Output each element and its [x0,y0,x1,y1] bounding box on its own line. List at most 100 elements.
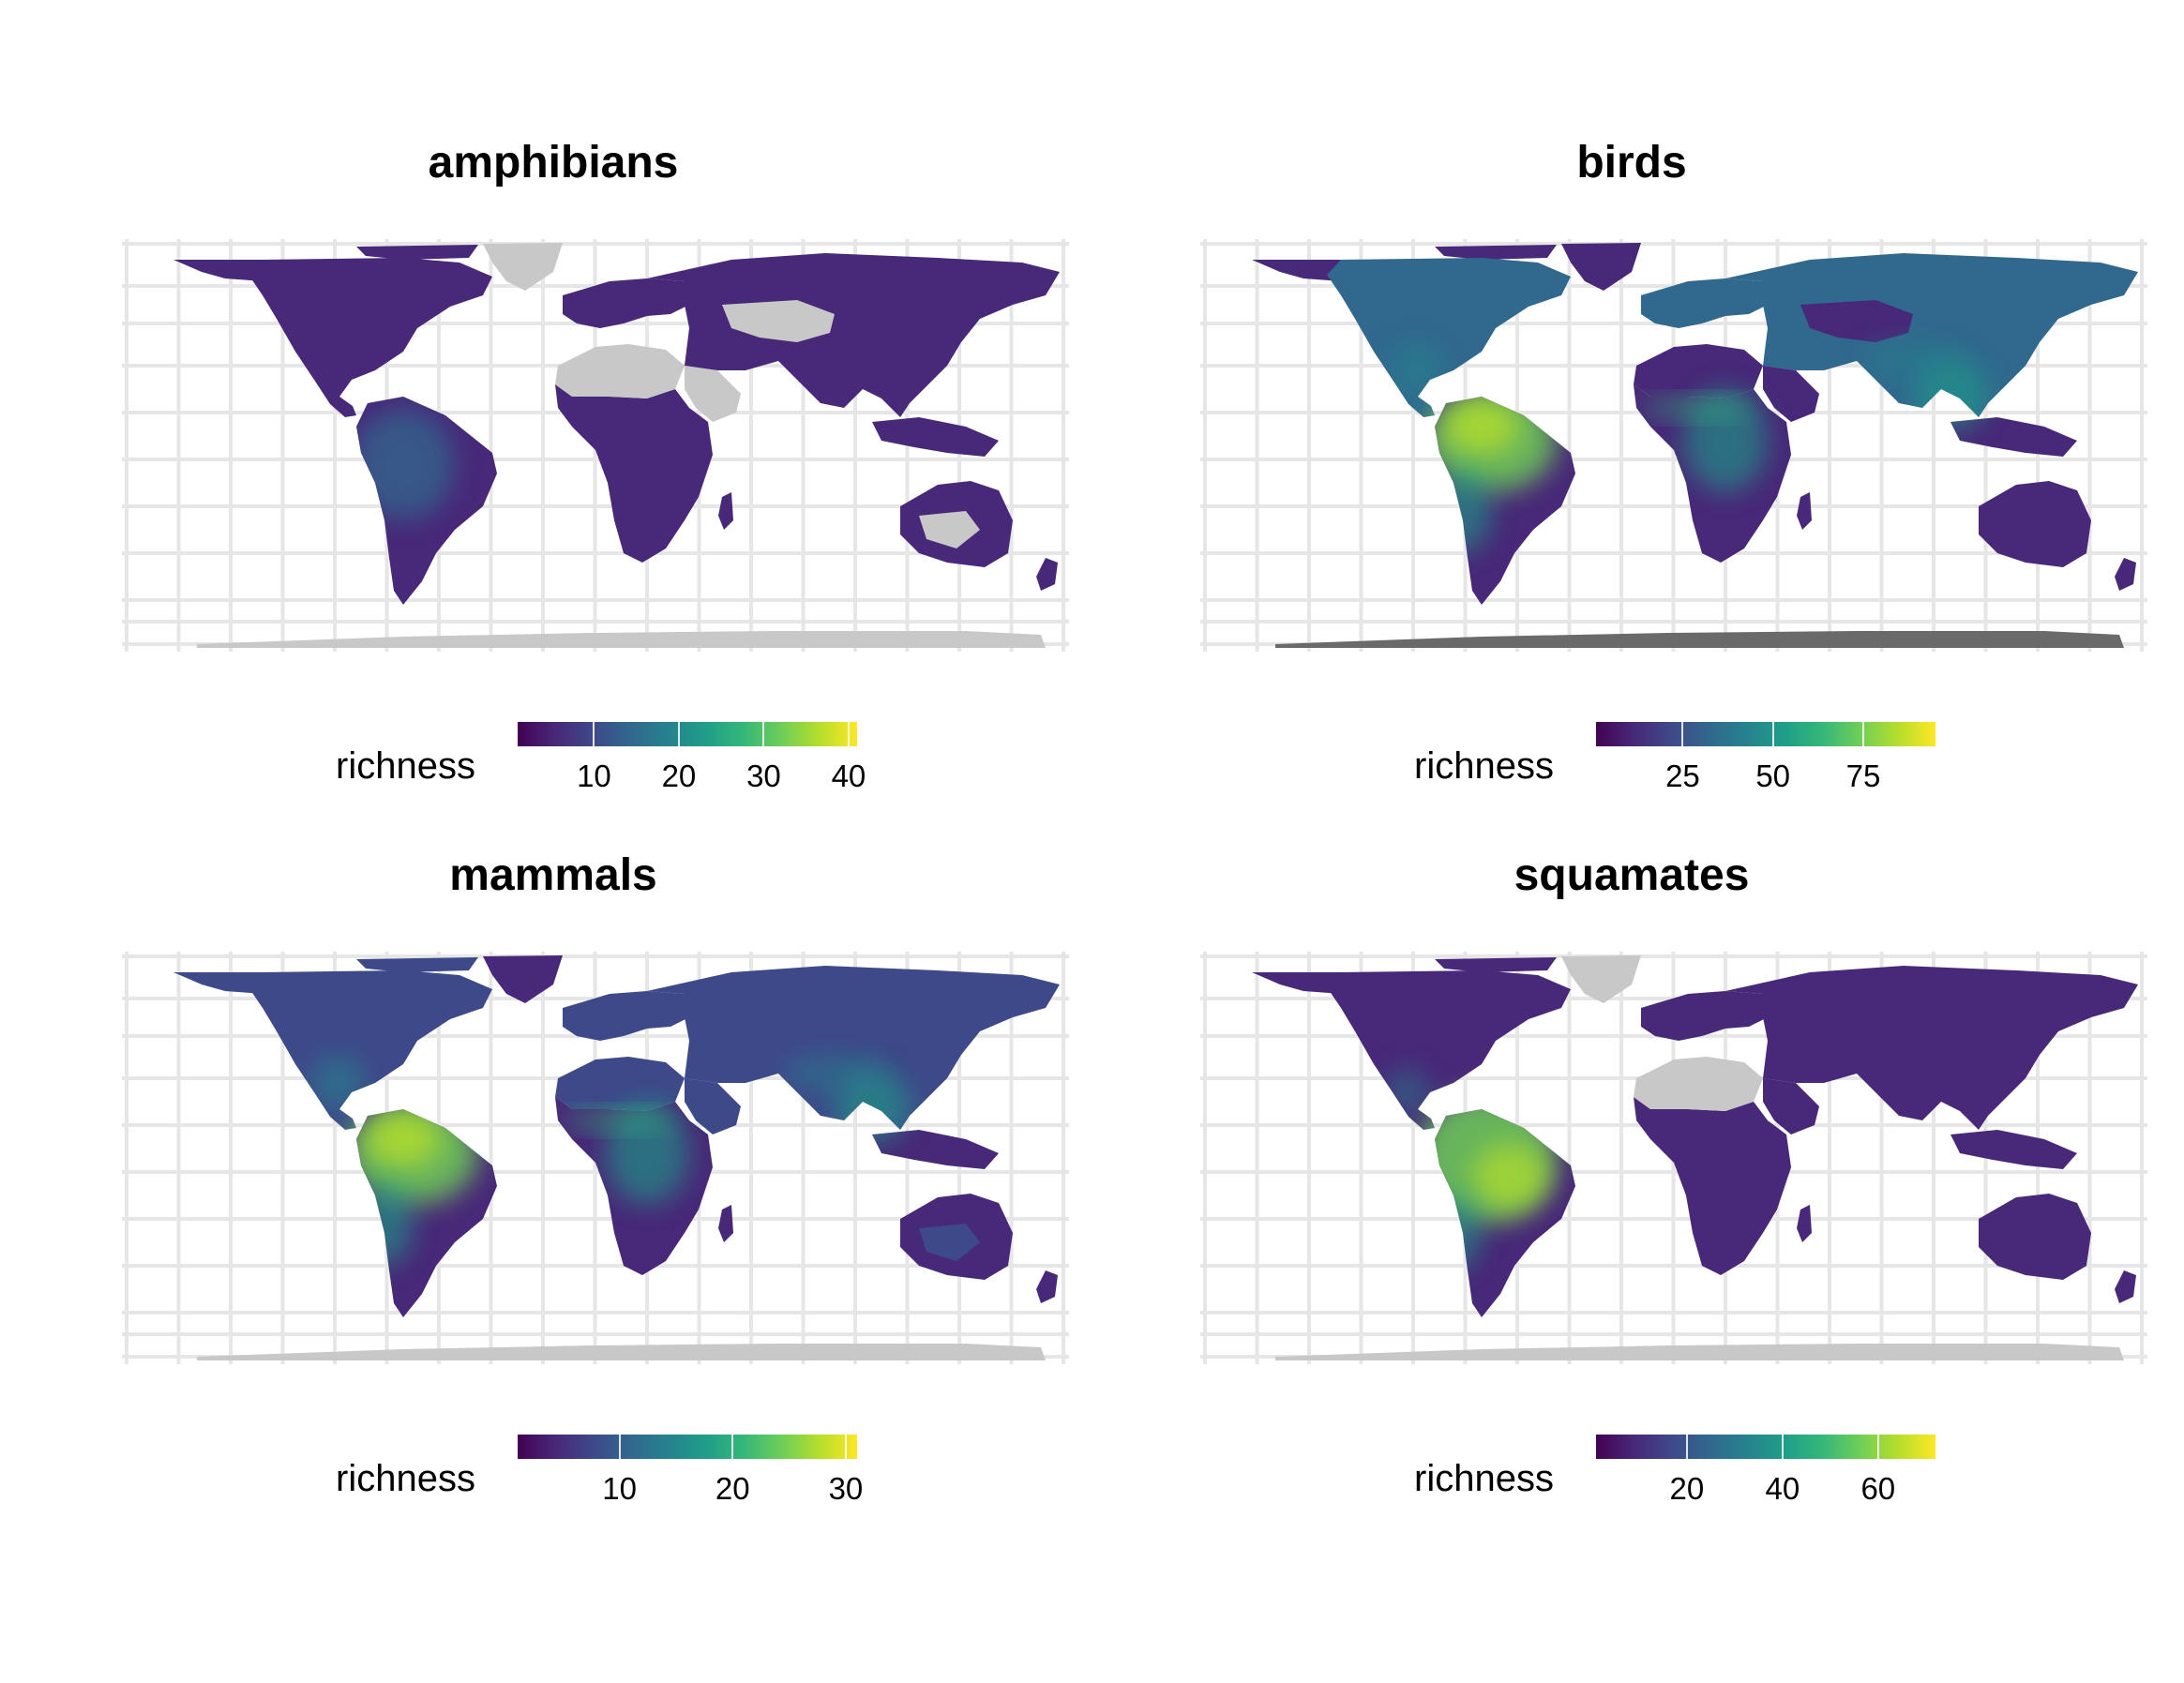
legend-colorbar [518,722,857,746]
legend-tick-mark [1681,722,1684,746]
asia-region [647,253,1060,417]
central-asia-region [1800,1013,1913,1055]
hotspot [1435,469,1491,553]
hotspot [309,1055,366,1111]
antarctica-region [197,631,1046,648]
panel-title: mammals [449,850,657,900]
greenland-region [1561,243,1641,291]
north-africa-region [1634,1057,1763,1111]
legend-tick-label: 20 [715,1471,750,1506]
europe-region [1641,278,1768,328]
color-legend: richness 25 50 75 [1116,722,2147,806]
panel-title: squamates [1514,850,1750,900]
legend-tick-label: 30 [746,759,781,793]
legend-title: richness [1414,745,1554,787]
greenland-region [483,243,563,291]
legend-tick-mark [593,722,595,746]
new-zealand-region [2115,1270,2136,1303]
north-africa-region [555,344,685,398]
land-layer [173,955,1060,1360]
hotspot [563,1111,675,1130]
europe-region [563,278,689,328]
land-layer [1252,955,2138,1360]
legend-tick-label: 50 [1755,759,1791,793]
asia-region [1725,966,2138,1130]
richness-hotspots [1388,342,1988,553]
arctic-islands-region [1435,957,1557,972]
legend-tick-label: 60 [1860,1471,1896,1506]
se-asia-islands-region [872,417,999,457]
madagascar-region [1797,1205,1812,1242]
antarctica-region [1275,631,2124,648]
madagascar-region [718,1205,733,1242]
north-america-region [249,258,492,417]
legend-title: richness [1414,1458,1554,1499]
legend-tick-label: 25 [1665,759,1700,793]
legend-tick-mark [618,1435,621,1459]
asia-region [1725,253,2138,417]
legend-tick-label: 20 [1669,1471,1705,1506]
panel-title: birds [1576,138,1687,188]
antarctica-region [197,1344,1046,1360]
panel-squamates: squamates richness 20 40 60 [1116,713,2147,1506]
panel-birds: birds richness 25 50 75 [1116,0,2147,793]
panel-title: amphibians [428,138,679,188]
legend-tick-mark [844,1435,847,1459]
hotspot [1444,398,1519,455]
legend-tick-mark [731,1435,734,1459]
arabia-region [685,1078,741,1135]
alaska-region [173,260,263,281]
world-map [1200,952,2147,1364]
antarctica-region [1275,1344,2124,1360]
central-australia-region [919,511,980,548]
legend-tick-mark [1771,722,1774,746]
legend-tick-label: 20 [661,759,697,793]
north-africa-region [555,1057,685,1111]
world-map [122,239,1069,652]
legend-tick-label: 40 [831,759,866,793]
north-america-region [1327,970,1571,1130]
greenland-region [483,955,563,1003]
central-australia-region [919,1224,980,1261]
hotspot [1861,342,1965,380]
north-america-region [1327,258,1571,417]
hotspot [1641,398,1754,417]
new-zealand-region [1036,1270,1058,1303]
new-zealand-region [2115,558,2136,591]
alaska-region [173,972,263,994]
hotspot [366,1111,441,1167]
arabia-region [1763,366,1819,422]
legend-tick-label: 40 [1765,1471,1800,1506]
legend-tick-mark [762,722,765,746]
hotspot [1427,1195,1480,1270]
legend-tick-mark [677,722,680,746]
north-america-region [249,970,492,1130]
arctic-islands-region [356,245,478,260]
north-africa-region [1634,344,1763,398]
color-legend: richness 20 40 60 [1116,1435,2147,1519]
legend-colorbar [518,1435,857,1459]
hotspot [352,408,455,520]
alaska-region [1252,260,1341,281]
hotspot [1472,1144,1547,1210]
central-australia-region [1997,1224,2058,1261]
hotspot [356,1181,413,1266]
legend-tick-label: 75 [1845,759,1881,793]
se-asia-islands-region [872,1130,999,1169]
panel-mammals: mammals richness 10 20 30 [38,713,1069,1506]
richness-hotspots [309,1055,910,1266]
asia-region [647,966,1060,1130]
world-map [1200,239,2147,652]
madagascar-region [718,492,733,530]
legend-tick-mark [1876,1435,1879,1459]
central-asia-region [722,1013,835,1055]
legend-tick-label: 30 [828,1471,864,1506]
world-map [122,952,1069,1364]
arctic-islands-region [356,957,478,972]
europe-region [563,991,689,1041]
legend-tick-mark [1861,722,1864,746]
legend-tick-mark [1781,1435,1784,1459]
central-australia-region [1997,511,2058,548]
europe-region [1641,991,1768,1041]
madagascar-region [1797,492,1812,530]
